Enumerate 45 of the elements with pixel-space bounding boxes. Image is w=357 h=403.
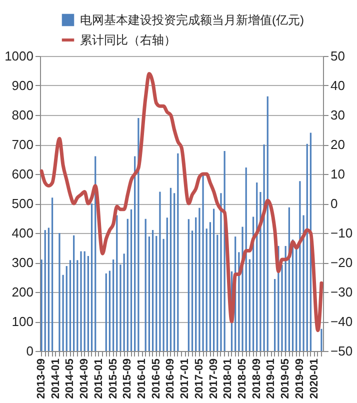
y2-tick-label: −50 <box>330 344 353 358</box>
y-tick-label: 800 <box>12 108 34 122</box>
y2-tick-label: 30 <box>330 108 345 122</box>
x-tick-label: 2015-01 <box>92 358 105 399</box>
y-tick-label: 900 <box>12 78 34 93</box>
y-tick-label: 500 <box>12 196 34 211</box>
y2-tick-label: −20 <box>330 255 353 270</box>
y-tick-label: 700 <box>12 137 34 152</box>
x-tick-label: 2015-09 <box>122 358 134 399</box>
legend-label: 电网基本建设投资完成额当月新增值(亿元) <box>80 13 304 27</box>
x-tick-label: 2017-05 <box>193 358 206 399</box>
x-tick-label: 2014-09 <box>78 358 91 399</box>
line-series <box>40 72 324 332</box>
x-tick-label: 2018-01 <box>222 358 234 399</box>
x-tick-label: 2018-09 <box>250 358 263 399</box>
y2-tick-label: −40 <box>330 314 353 329</box>
x-tick-label: 2019-05 <box>280 358 292 399</box>
y2-tick-label: −10 <box>330 226 353 240</box>
y2-tick-label: 20 <box>330 137 345 152</box>
x-tick-label: 2016-05 <box>150 358 162 399</box>
x-tick-label: 2016-09 <box>164 358 177 399</box>
y-tick-label: 0 <box>26 344 34 358</box>
y-tick-label: 600 <box>12 166 34 182</box>
x-tick-label: 2017-09 <box>208 358 220 399</box>
y-tick-label: 100 <box>12 314 34 329</box>
x-tick-label: 2013-09 <box>36 358 48 399</box>
y-tick-label: 1000 <box>4 48 34 64</box>
x-tick-label: 2018-05 <box>236 358 249 399</box>
x-tick-label: 2020-01 <box>308 358 320 399</box>
x-tick-label: 2015-05 <box>107 358 120 399</box>
x-tick-label: 2014-01 <box>50 358 62 399</box>
x-tick-label: 2019-01 <box>265 358 278 399</box>
legend-label: 累计同比（右轴） <box>80 33 176 47</box>
x-tick-label: 2017-01 <box>179 358 192 399</box>
x-tick-label: 2016-01 <box>136 358 148 399</box>
y2-tick-label: 50 <box>330 48 345 64</box>
y2-tick-label: 10 <box>330 166 345 182</box>
x-tick-label: 2019-09 <box>294 358 306 399</box>
y-tick-label: 400 <box>12 226 34 240</box>
y-tick-label: 300 <box>12 255 34 270</box>
x-tick-label: 2014-05 <box>64 358 76 399</box>
y2-tick-label: 0 <box>330 196 338 211</box>
y2-tick-label: 40 <box>330 78 345 93</box>
y-tick-label: 200 <box>12 284 34 300</box>
y2-tick-label: −30 <box>330 284 353 300</box>
